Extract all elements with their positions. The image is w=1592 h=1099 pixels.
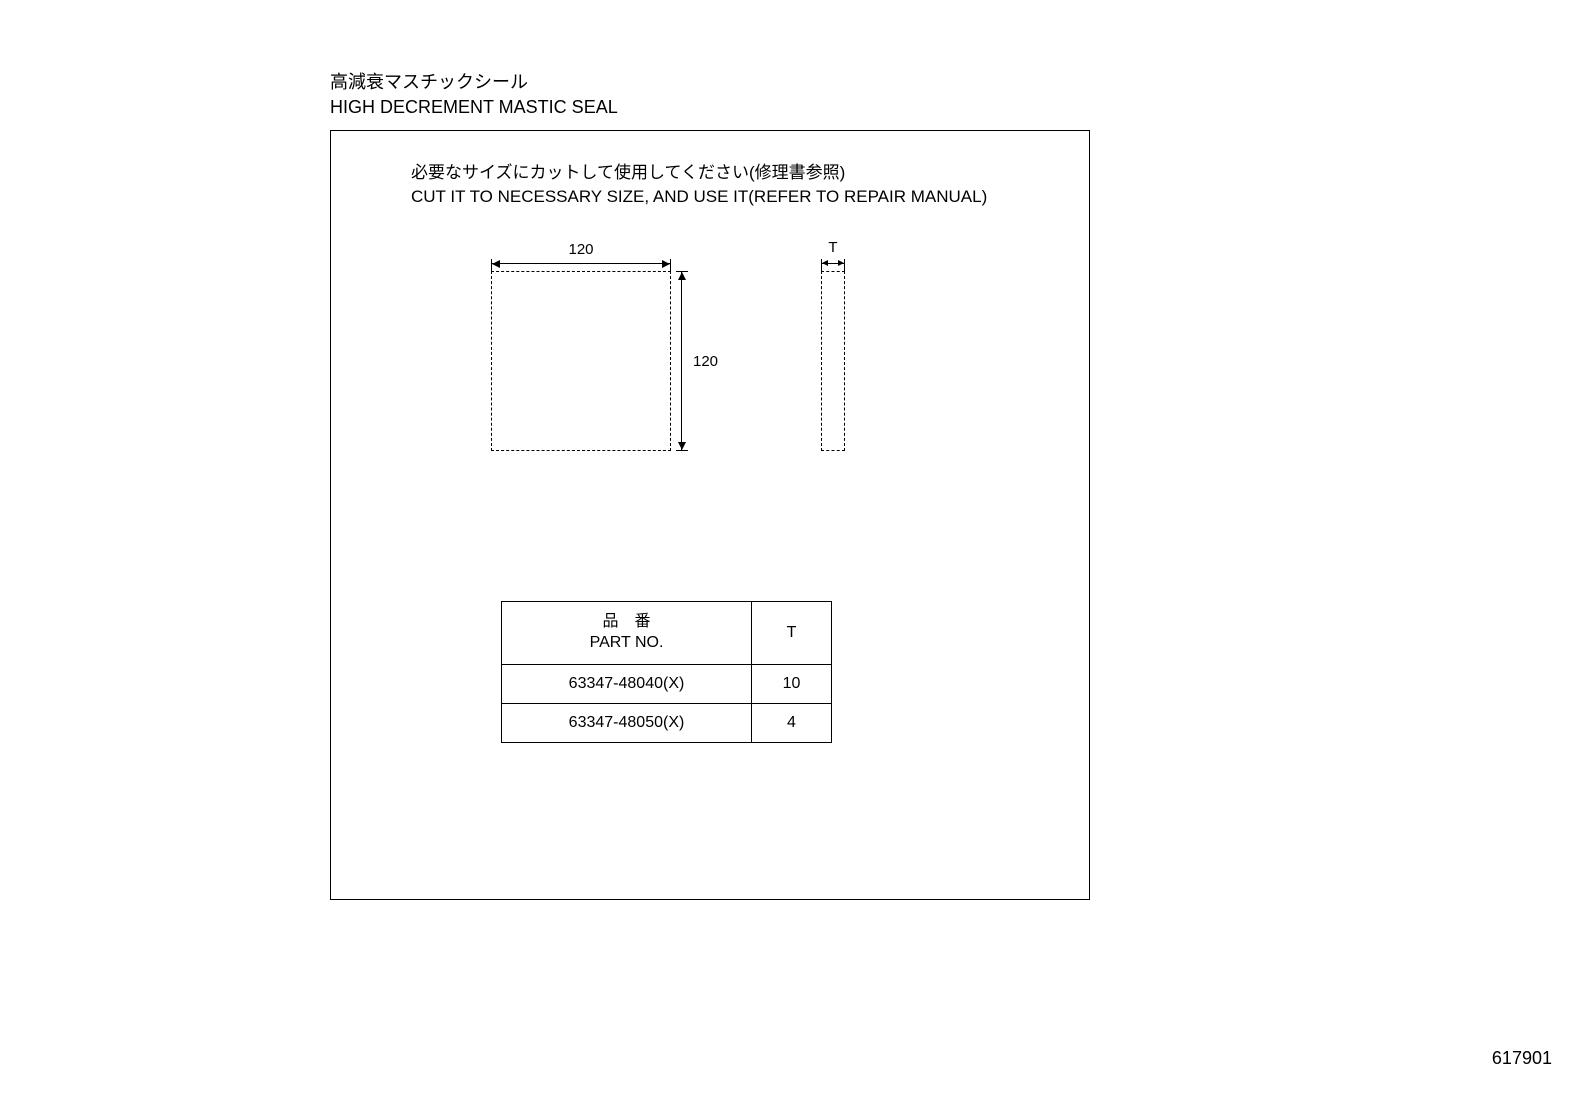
arrow-down-icon [678,442,686,450]
dimension-thickness: T [821,241,845,271]
dimension-tick [676,450,688,451]
dimension-tick [844,259,845,271]
cell-partno: 63347-48050(X) [502,703,752,742]
main-container: 必要なサイズにカットして使用してください(修理書参照) CUT IT TO NE… [330,130,1090,900]
dimension-width-line [491,263,671,264]
dimension-width: 120 [491,241,671,271]
instruction-jp: 必要なサイズにカットして使用してください(修理書参照) [411,161,987,185]
dimension-height-line [681,271,682,451]
page-title: 高減衰マスチックシール HIGH DECREMENT MASTIC SEAL [330,70,618,120]
table-header-row: 品 番 PART NO. T [502,602,832,665]
cell-t: 4 [752,703,832,742]
dimension-height-label: 120 [693,353,718,370]
table-row: 63347-48040(X) 10 [502,664,832,703]
dimension-height: 120 [671,271,721,451]
header-partno-en: PART NO. [522,633,731,654]
page-number: 617901 [1492,1048,1552,1069]
header-t: T [752,602,832,665]
arrow-left-icon [492,260,500,268]
cell-t: 10 [752,664,832,703]
diagram-area: 120 120 T [491,241,991,511]
dimension-thickness-label: T [821,239,845,256]
arrow-right-icon [662,260,670,268]
arrow-right-icon [838,260,844,266]
arrow-left-icon [822,260,828,266]
arrow-up-icon [678,272,686,280]
instruction-text: 必要なサイズにカットして使用してください(修理書参照) CUT IT TO NE… [411,161,987,209]
title-jp: 高減衰マスチックシール [330,70,618,95]
parts-table: 品 番 PART NO. T 63347-48040(X) 10 63347-4… [501,601,832,743]
instruction-en: CUT IT TO NECESSARY SIZE, AND USE IT(REF… [411,185,987,209]
cell-partno: 63347-48040(X) [502,664,752,703]
table-row: 63347-48050(X) 4 [502,703,832,742]
square-shape [491,271,671,451]
dimension-tick [670,259,671,271]
title-en: HIGH DECREMENT MASTIC SEAL [330,95,618,120]
thickness-shape [821,271,845,451]
header-partno-jp: 品 番 [522,612,731,633]
dimension-width-label: 120 [491,241,671,258]
header-partno: 品 番 PART NO. [502,602,752,665]
